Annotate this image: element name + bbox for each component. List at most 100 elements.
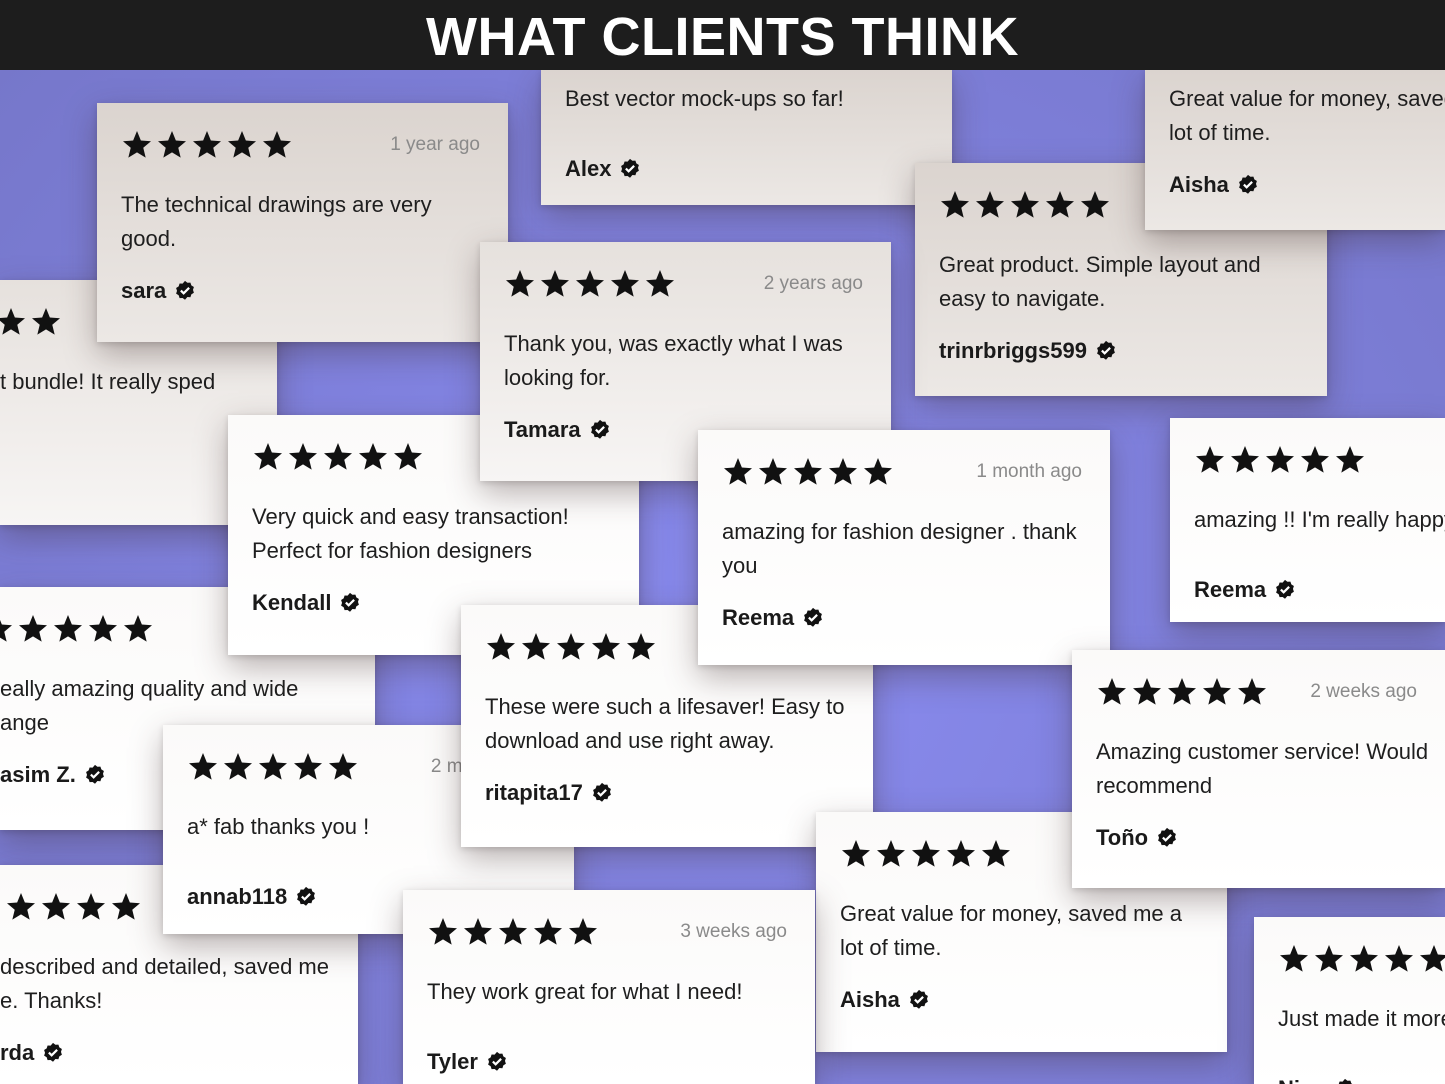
reviewer-name-text: Alex — [565, 156, 612, 181]
review-text: The technical drawings are very — [121, 192, 432, 217]
star-rating — [1096, 676, 1268, 708]
review-text: eally amazing quality and wide — [0, 676, 299, 701]
verified-badge-icon — [1239, 174, 1257, 194]
reviewer-name: rda — [0, 1040, 64, 1066]
verified-badge-icon — [804, 607, 823, 627]
reviewer-name-text: Tamara — [504, 417, 581, 442]
verified-badge-icon — [488, 1051, 506, 1071]
star-icon — [0, 308, 25, 335]
star-icon — [534, 918, 562, 945]
review-card: 1 month ago amazing for fashion designer … — [698, 430, 1110, 665]
reviewer-name: Reema — [1194, 577, 1296, 603]
page-title: WHAT CLIENTS THINK — [426, 7, 1019, 67]
star-rating — [252, 441, 424, 473]
star-icon — [77, 893, 105, 920]
star-icon — [1315, 945, 1343, 972]
review-text: Amazing customer service! Would — [1096, 739, 1429, 764]
star-icon — [294, 753, 322, 780]
star-rating — [504, 268, 676, 300]
review-card: Best vector mock-ups so far! Alex — [541, 70, 952, 205]
reviewer-name-text: Tyler — [427, 1049, 478, 1074]
star-icon — [1238, 678, 1266, 705]
star-icon — [1385, 945, 1413, 972]
star-icon — [42, 893, 70, 920]
star-rating — [427, 916, 599, 948]
star-icon — [947, 840, 975, 867]
star-icon — [1203, 678, 1231, 705]
star-icon — [627, 633, 655, 660]
star-icon — [912, 840, 940, 867]
verified-badge-icon — [85, 764, 104, 784]
review-text: you — [722, 553, 758, 578]
verified-badge-icon — [910, 989, 928, 1009]
star-icon — [1266, 446, 1294, 473]
review-card: 2 weeks ago Amazing customer service! Wou… — [1072, 650, 1445, 888]
star-icon — [592, 633, 620, 660]
star-icon — [228, 131, 256, 158]
verified-badge-icon — [1276, 579, 1295, 599]
review-date: 3 weeks ago — [680, 921, 787, 942]
star-icon — [724, 458, 752, 485]
star-icon — [1196, 446, 1224, 473]
star-icon — [1350, 945, 1378, 972]
reviewer-name-text: Aisha — [1169, 172, 1229, 197]
reviewer-name: Tyler — [427, 1049, 508, 1075]
star-rating — [1194, 444, 1366, 476]
review-date: 1 month ago — [976, 461, 1082, 482]
star-icon — [32, 308, 60, 335]
review-text: lot of time. — [840, 935, 942, 960]
star-icon — [189, 753, 217, 780]
review-card: Great value for money, saved me a lot of … — [1145, 70, 1445, 230]
review-text: Great value for money, saved me a — [840, 901, 1182, 926]
star-icon — [254, 443, 282, 470]
reviewer-name-text: rda — [0, 1040, 35, 1065]
star-icon — [877, 840, 905, 867]
star-icon — [864, 458, 892, 485]
review-text: amazing for fashion designer . thank — [722, 519, 1077, 544]
reviewer-name: Toño — [1096, 825, 1178, 851]
review-card: Just made it more Nina — [1254, 917, 1445, 1084]
star-icon — [1336, 446, 1364, 473]
verified-badge-icon — [341, 592, 360, 612]
reviewer-name-text: annab118 — [187, 884, 288, 909]
star-icon — [794, 458, 822, 485]
star-icon — [124, 615, 152, 642]
reviewer-name-text: trinrbriggs599 — [939, 338, 1087, 363]
star-icon — [224, 753, 252, 780]
review-text: They work great for what I need! — [427, 979, 743, 1004]
star-icon — [829, 458, 857, 485]
star-rating — [1278, 943, 1445, 975]
star-rating — [0, 306, 62, 338]
star-icon — [394, 443, 422, 470]
reviewer-name-text: ritapita17 — [485, 780, 583, 805]
review-text: t bundle! It really sped — [0, 369, 216, 394]
header-banner: WHAT CLIENTS THINK — [0, 0, 1445, 70]
reviewer-name-text: Aisha — [840, 987, 900, 1012]
star-icon — [1420, 945, 1445, 972]
star-icon — [89, 615, 117, 642]
reviewer-name: Kendall — [252, 590, 361, 616]
star-icon — [289, 443, 317, 470]
star-rating — [0, 891, 142, 923]
star-icon — [259, 753, 287, 780]
star-icon — [112, 893, 140, 920]
star-icon — [646, 270, 674, 297]
star-icon — [1280, 945, 1308, 972]
star-rating — [0, 613, 154, 645]
review-text: looking for. — [504, 365, 611, 390]
reviewer-name: ritapita17 — [485, 780, 613, 806]
review-card: 1 year ago The technical drawings are ver… — [97, 103, 508, 342]
review-text: download and use right away. — [485, 728, 775, 753]
star-icon — [1098, 678, 1126, 705]
review-text: amazing !! I'm really happy — [1194, 507, 1445, 532]
star-icon — [7, 893, 35, 920]
review-text: Thank you, was exactly what I was — [504, 331, 843, 356]
star-icon — [464, 918, 492, 945]
star-icon — [759, 458, 787, 485]
reviewer-name-text: Reema — [1194, 577, 1267, 602]
reviewer-name: Aisha — [840, 987, 930, 1013]
star-icon — [193, 131, 221, 158]
star-icon — [1231, 446, 1259, 473]
star-rating — [840, 838, 1012, 870]
star-rating — [939, 189, 1111, 221]
